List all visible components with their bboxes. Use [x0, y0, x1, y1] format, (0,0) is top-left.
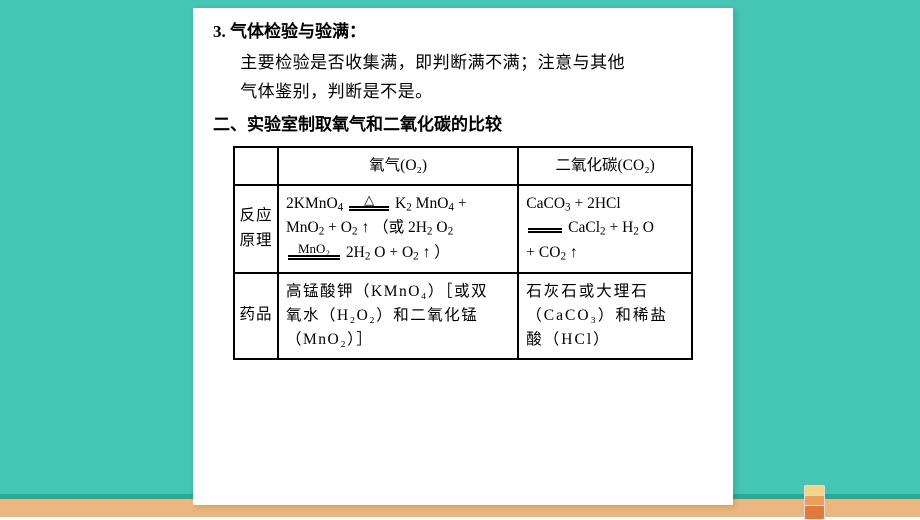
section-2-title: 二、实验室制取氧气和二氧化碳的比较: [213, 111, 713, 140]
section-3-line1: 主要检验是否收集满，即判断满不满；注意与其他: [240, 49, 713, 78]
f: 2H: [346, 244, 365, 261]
f: + 2HCl: [574, 195, 620, 212]
f: （MnO₂）］: [286, 331, 373, 348]
f: MnO₂: [298, 242, 330, 255]
table-header-co2: 二氧化碳(CO₂): [518, 147, 692, 185]
table-row: 反应 原理 2KMnO4 △ K2 MnO4 + MnO2 + O2 ↑: [234, 185, 692, 273]
table-header-o2: 氧气(O₂): [278, 147, 518, 185]
slide-root: 3. 气体检验与验满： 主要检验是否收集满，即判断满不满；注意与其他 气体鉴别，…: [0, 0, 920, 517]
f: 2: [427, 226, 433, 238]
f: 2: [413, 251, 419, 263]
cell-co2-reagent: 石灰石或大理石 （CaCO₃）和稀盐 酸（HCl）: [518, 273, 692, 359]
f: 2: [448, 226, 454, 238]
f: 2: [365, 251, 371, 263]
f: O + O: [374, 244, 413, 261]
eq-bar: [349, 206, 389, 208]
reaction-arrow-icon: MnO₂: [288, 242, 340, 264]
f: 2: [352, 226, 358, 238]
f: 石灰石或大理石: [526, 283, 649, 300]
f: 2H: [408, 219, 427, 236]
f: + H: [609, 219, 633, 236]
row-label-principle: 反应 原理: [234, 185, 278, 273]
cell-co2-principle: CaCO3 + 2HCl CaCl2 + H2 O + CO2 ↑: [518, 185, 692, 273]
f: 酸（HCl）: [526, 331, 610, 348]
eq-bar: [288, 255, 340, 257]
f: 2: [633, 226, 639, 238]
f: 氧水（H₂O₂）和二氧化锰: [286, 307, 478, 324]
stack-icon: [804, 490, 825, 520]
f: ↑ ）: [423, 244, 450, 261]
f: MnO: [286, 219, 319, 236]
f: △: [364, 193, 374, 206]
f: ↑: [361, 219, 373, 236]
f: ↑: [570, 244, 578, 261]
row-label-principle-l2: 原理: [239, 232, 272, 249]
f: （或: [373, 219, 408, 236]
cell-o2-reagent: 高锰酸钾（KMnO₄）［或双 氧水（H₂O₂）和二氧化锰 （MnO₂）］: [278, 273, 518, 359]
f: CaCO: [526, 195, 565, 212]
f: 2KMnO: [286, 195, 338, 212]
f: + O: [328, 219, 352, 236]
f: 2: [560, 251, 566, 263]
table-header-row: 氧气(O₂) 二氧化碳(CO₂): [234, 147, 692, 185]
comparison-table: 氧气(O₂) 二氧化碳(CO₂) 反应 原理 2KMnO4 △ K2 MnO4: [233, 146, 693, 360]
cell-o2-principle: 2KMnO4 △ K2 MnO4 + MnO2 + O2 ↑ （或 2H2 O2: [278, 185, 518, 273]
f: 高锰酸钾（KMnO₄）［或双: [286, 283, 488, 300]
table-row: 药品 高锰酸钾（KMnO₄）［或双 氧水（H₂O₂）和二氧化锰 （MnO₂）］ …: [234, 273, 692, 359]
f: MnO: [416, 195, 449, 212]
content-page: 3. 气体检验与验满： 主要检验是否收集满，即判断满不满；注意与其他 气体鉴别，…: [193, 8, 733, 505]
f: + CO: [526, 244, 560, 261]
f: 3: [565, 201, 571, 213]
f: 4: [448, 201, 454, 213]
table-header-blank: [234, 147, 278, 185]
f: 4: [338, 201, 344, 213]
section-3-title: 3. 气体检验与验满：: [213, 18, 713, 47]
row-label-reagent: 药品: [234, 273, 278, 359]
f: +: [458, 195, 467, 212]
row-label-principle-l1: 反应: [239, 207, 272, 224]
section-3-line2: 气体鉴别，判断是不是。: [240, 78, 713, 107]
reaction-arrow-icon: △: [349, 193, 389, 215]
f: 2: [406, 201, 412, 213]
f: （CaCO₃）和稀盐: [526, 307, 668, 324]
f: K: [395, 195, 406, 212]
f: CaCl: [568, 219, 600, 236]
f: O: [436, 219, 447, 236]
f: 2: [600, 226, 606, 238]
sheet-icon: [804, 505, 825, 520]
f: 2: [319, 226, 325, 238]
f: O: [643, 219, 654, 236]
eq-bar: [528, 228, 562, 230]
